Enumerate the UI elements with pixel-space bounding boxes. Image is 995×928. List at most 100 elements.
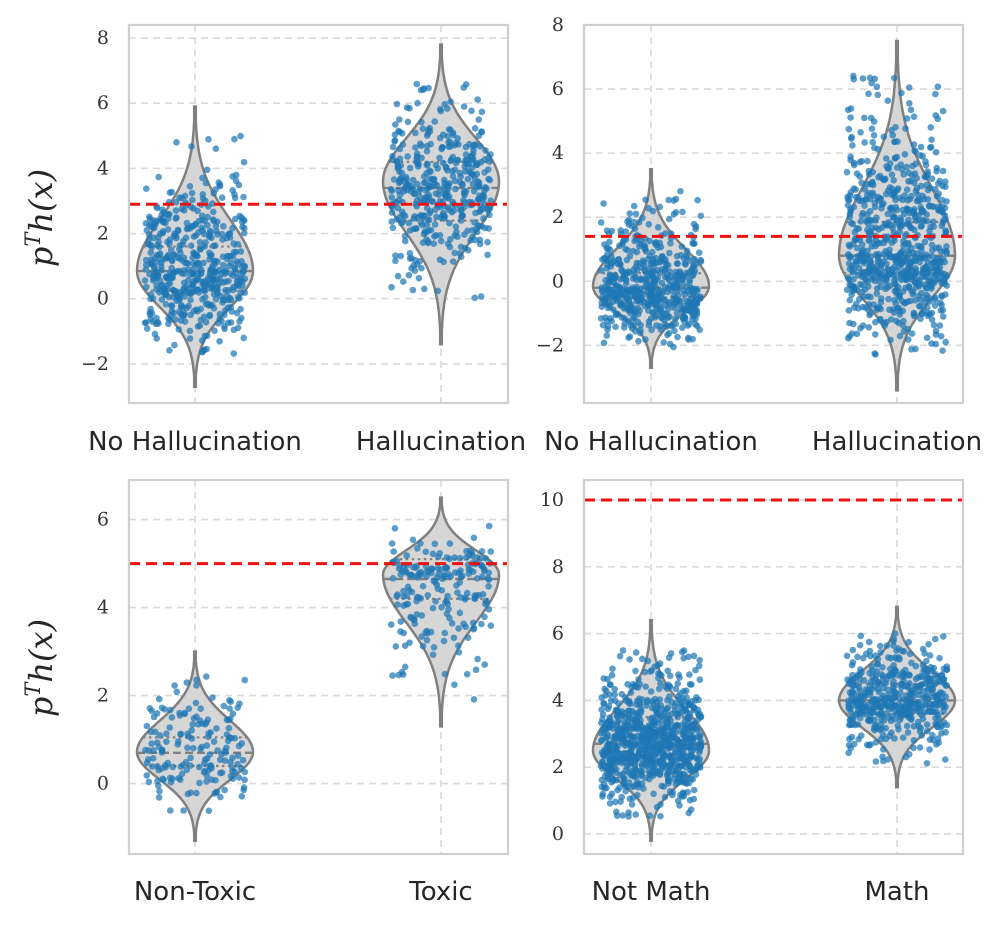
data-point xyxy=(928,340,935,347)
data-point xyxy=(236,318,243,325)
data-point xyxy=(441,179,448,187)
data-point xyxy=(902,240,909,247)
data-point xyxy=(406,639,413,646)
data-point xyxy=(696,746,704,754)
data-point xyxy=(437,107,445,115)
data-point xyxy=(433,213,440,221)
data-point xyxy=(421,285,428,293)
data-point xyxy=(866,647,874,655)
data-point xyxy=(662,752,669,759)
data-point xyxy=(150,755,157,762)
data-point xyxy=(197,745,204,753)
data-point xyxy=(169,763,177,771)
data-point xyxy=(229,187,236,194)
data-point xyxy=(850,702,857,709)
y-tick-label: 0 xyxy=(552,823,564,845)
data-point xyxy=(163,738,170,745)
data-point xyxy=(676,763,683,771)
data-point xyxy=(887,717,895,725)
data-point xyxy=(151,330,159,338)
data-point xyxy=(664,723,671,731)
data-point xyxy=(183,219,191,227)
data-point xyxy=(178,194,186,202)
data-point xyxy=(907,177,915,185)
data-point xyxy=(939,347,946,355)
data-point xyxy=(632,725,639,732)
data-point xyxy=(618,690,626,698)
data-point xyxy=(915,698,922,706)
data-point xyxy=(200,286,208,294)
data-point xyxy=(173,139,180,146)
data-point xyxy=(234,752,242,759)
data-point xyxy=(188,727,195,734)
data-point xyxy=(853,170,861,177)
data-point xyxy=(634,732,642,740)
data-point xyxy=(226,705,233,712)
data-point xyxy=(193,713,200,720)
data-point xyxy=(447,157,455,165)
data-point xyxy=(418,118,425,126)
data-point xyxy=(451,554,458,561)
data-point xyxy=(921,299,929,306)
data-point xyxy=(462,151,470,158)
data-point xyxy=(908,688,916,695)
data-point xyxy=(177,291,185,298)
data-point xyxy=(635,337,642,345)
data-point xyxy=(456,250,464,257)
data-point xyxy=(167,246,175,254)
data-point xyxy=(928,264,936,272)
data-point xyxy=(896,308,904,315)
data-point xyxy=(202,300,210,308)
data-point xyxy=(430,644,438,651)
data-point xyxy=(919,153,926,160)
data-point xyxy=(647,688,655,695)
y-tick-label: 8 xyxy=(552,14,564,36)
data-point xyxy=(858,709,866,716)
data-point xyxy=(162,291,170,299)
data-point xyxy=(642,774,649,782)
data-point xyxy=(186,335,194,342)
data-point xyxy=(656,203,664,211)
data-point xyxy=(205,136,212,143)
data-point xyxy=(647,291,654,298)
data-point xyxy=(396,116,403,123)
data-point xyxy=(142,256,150,264)
data-point xyxy=(675,671,682,678)
data-point xyxy=(604,675,611,683)
data-point xyxy=(173,688,181,696)
data-point xyxy=(159,206,166,213)
data-point xyxy=(143,325,151,332)
data-point xyxy=(685,299,693,307)
data-point xyxy=(430,240,438,247)
data-point xyxy=(877,298,885,306)
data-point xyxy=(232,171,240,179)
data-point xyxy=(643,702,650,709)
data-point xyxy=(457,594,465,601)
data-point xyxy=(904,729,912,736)
data-point xyxy=(189,721,196,728)
data-point xyxy=(408,254,415,262)
data-point xyxy=(655,685,663,693)
data-point xyxy=(232,269,239,277)
data-point xyxy=(676,269,683,277)
data-point xyxy=(884,686,892,694)
data-point xyxy=(905,638,912,646)
data-point xyxy=(617,285,624,293)
data-point xyxy=(606,769,613,776)
data-point xyxy=(189,270,197,278)
data-point xyxy=(925,310,932,317)
data-point xyxy=(183,679,191,686)
data-point xyxy=(177,731,184,738)
data-point xyxy=(936,654,943,662)
data-point xyxy=(694,196,701,204)
data-point xyxy=(452,223,460,230)
data-point xyxy=(445,185,452,192)
data-point xyxy=(161,706,168,713)
data-point xyxy=(613,808,620,816)
data-point xyxy=(389,224,397,232)
data-point xyxy=(608,671,616,679)
data-point xyxy=(859,241,866,248)
data-point xyxy=(926,227,933,235)
data-point xyxy=(693,694,700,701)
data-point xyxy=(624,246,631,254)
